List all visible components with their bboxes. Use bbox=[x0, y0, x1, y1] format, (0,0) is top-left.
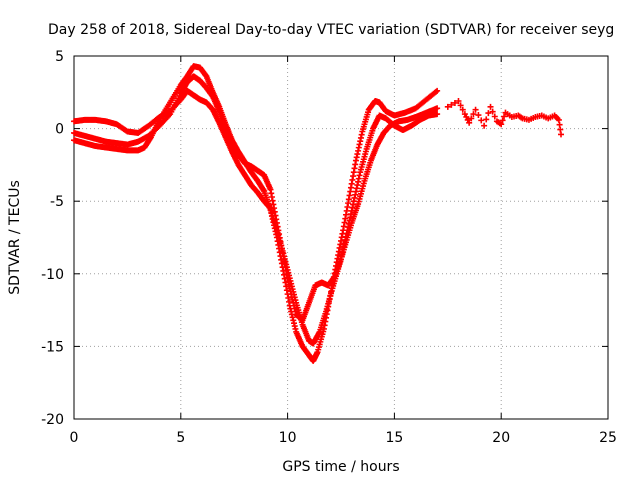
data-point bbox=[434, 87, 441, 94]
data-point bbox=[483, 116, 490, 123]
data-point bbox=[487, 103, 494, 110]
data-point bbox=[444, 103, 451, 110]
x-tick-label: 15 bbox=[385, 430, 403, 446]
data-point bbox=[451, 99, 458, 106]
x-axis-label: GPS time / hours bbox=[282, 459, 399, 475]
data-point bbox=[558, 131, 565, 138]
data-point bbox=[475, 112, 482, 119]
data-point bbox=[432, 88, 439, 95]
y-axis-label: SDTVAR / TECUs bbox=[7, 180, 23, 295]
data-point bbox=[466, 119, 473, 126]
tick-layer: 0 5 10 15 20 25 5 0 -5 -10 -15 -20 bbox=[41, 49, 617, 446]
series-trace-b bbox=[71, 87, 441, 347]
data-point bbox=[472, 106, 479, 113]
data-point bbox=[485, 110, 492, 117]
data-point bbox=[434, 105, 441, 112]
data-point bbox=[459, 106, 466, 113]
x-tick-label: 10 bbox=[279, 430, 297, 446]
data-point bbox=[457, 102, 464, 109]
data-point bbox=[498, 121, 505, 128]
x-tick-label: 5 bbox=[176, 430, 185, 446]
data-point bbox=[434, 111, 441, 118]
data-point bbox=[478, 117, 485, 124]
data-point bbox=[468, 115, 475, 122]
data-point bbox=[470, 111, 477, 118]
data-point bbox=[448, 101, 455, 108]
y-tick-label: -15 bbox=[41, 339, 64, 355]
data-point bbox=[491, 113, 498, 120]
y-tick-label: 5 bbox=[55, 49, 64, 65]
data-point bbox=[501, 113, 508, 120]
data-point bbox=[481, 122, 488, 129]
data-layer bbox=[71, 63, 565, 364]
data-point bbox=[455, 98, 462, 105]
data-point bbox=[489, 108, 496, 115]
series-trace-c bbox=[71, 73, 441, 324]
x-tick-label: 0 bbox=[70, 430, 79, 446]
y-tick-label: -20 bbox=[41, 412, 64, 428]
y-tick-label: -5 bbox=[50, 194, 64, 210]
y-tick-label: 0 bbox=[55, 122, 64, 138]
x-tick-label: 25 bbox=[599, 430, 617, 446]
data-point bbox=[499, 117, 506, 124]
plot-frame bbox=[73, 55, 609, 420]
y-tick-label: -10 bbox=[41, 267, 64, 283]
series-trace-late bbox=[444, 98, 565, 138]
chart-title: Day 258 of 2018, Sidereal Day-to-day VTE… bbox=[48, 22, 614, 38]
series-trace-a bbox=[71, 63, 441, 364]
x-tick-label: 20 bbox=[492, 430, 510, 446]
